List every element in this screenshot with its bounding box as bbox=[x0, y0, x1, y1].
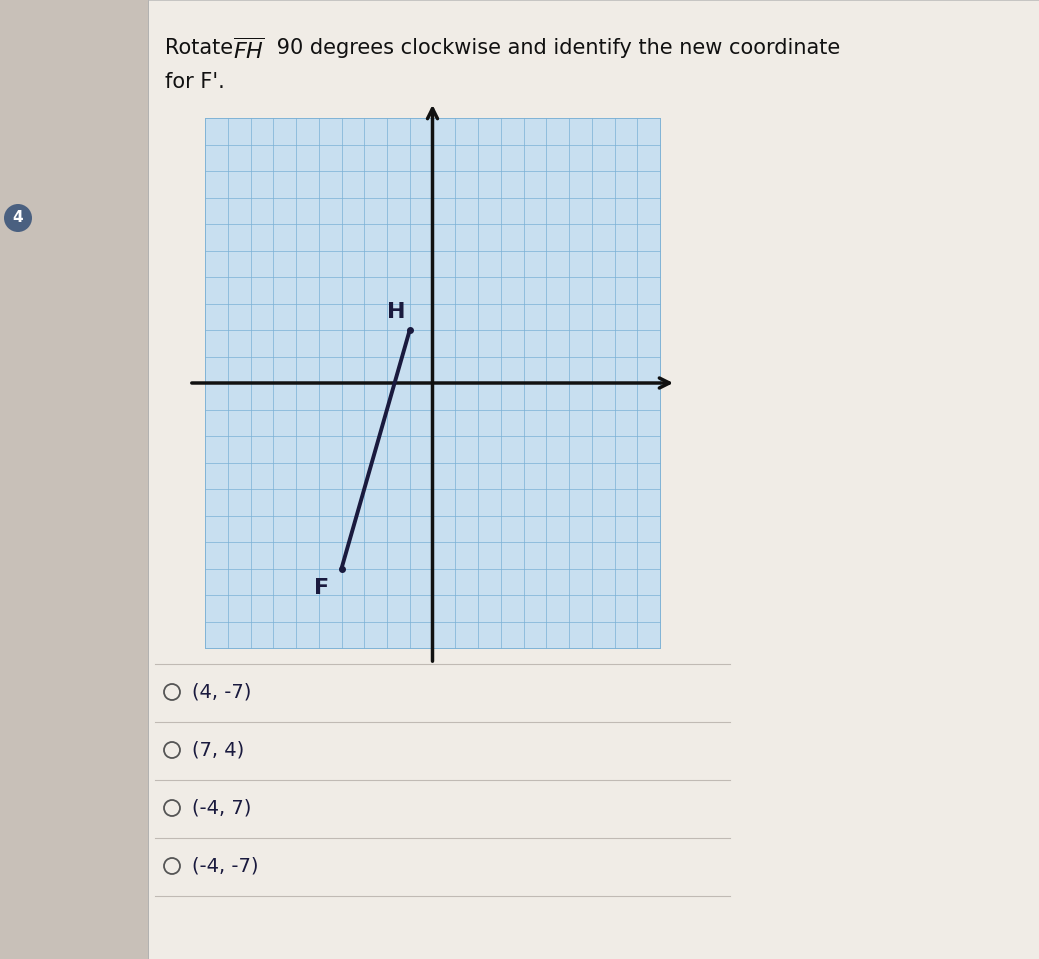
Text: Rotate: Rotate bbox=[165, 38, 240, 58]
Text: 90 degrees clockwise and identify the new coordinate: 90 degrees clockwise and identify the ne… bbox=[270, 38, 841, 58]
Text: for F'.: for F'. bbox=[165, 72, 224, 92]
Circle shape bbox=[4, 204, 32, 232]
Text: H: H bbox=[388, 302, 406, 322]
FancyBboxPatch shape bbox=[148, 0, 1039, 959]
Text: (4, -7): (4, -7) bbox=[192, 683, 251, 701]
FancyBboxPatch shape bbox=[0, 0, 148, 959]
FancyBboxPatch shape bbox=[205, 118, 660, 648]
Text: F: F bbox=[315, 578, 329, 598]
Text: 4: 4 bbox=[12, 210, 23, 225]
Text: (-4, 7): (-4, 7) bbox=[192, 799, 251, 817]
Text: $\overline{\mathit{FH}}$: $\overline{\mathit{FH}}$ bbox=[233, 38, 265, 63]
Text: (-4, -7): (-4, -7) bbox=[192, 856, 259, 876]
Text: (7, 4): (7, 4) bbox=[192, 740, 244, 760]
